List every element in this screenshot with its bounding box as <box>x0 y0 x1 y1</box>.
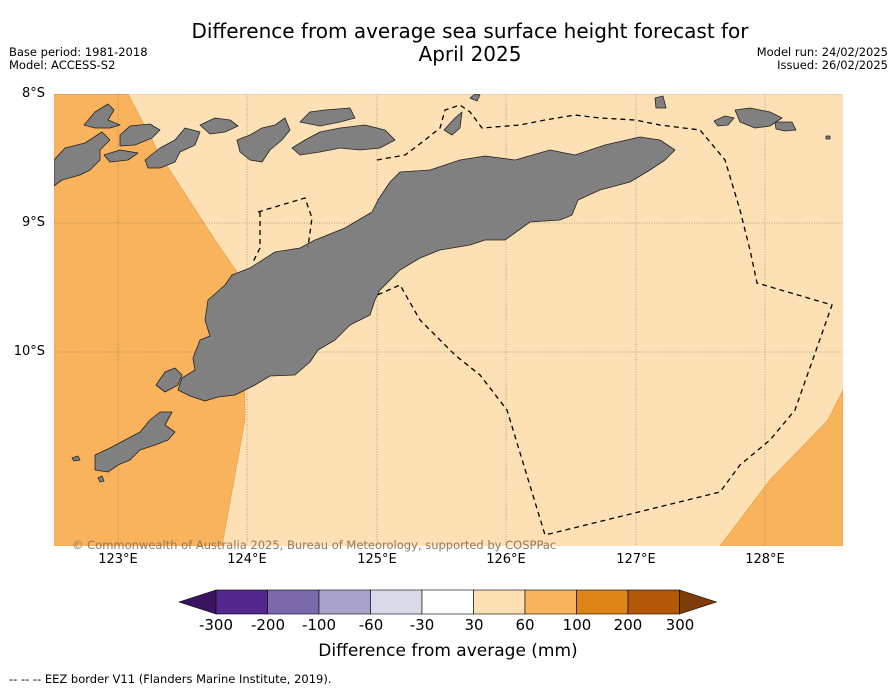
lon-label-127e: 127°E <box>616 552 656 567</box>
colorbar-tick: -30 <box>409 616 435 634</box>
lon-label-126e: 126°E <box>486 552 526 567</box>
alor-pantar-islands <box>54 131 111 187</box>
model-run-text: Model run: 24/02/2025 <box>756 45 888 59</box>
colorbar-label: Difference from average (mm) <box>318 641 578 661</box>
pantar-island <box>144 127 201 169</box>
colorbar-swatch <box>370 589 423 615</box>
dana-islet <box>97 475 105 483</box>
atauro-island <box>299 107 356 127</box>
copyright-text: © Commonwealth of Australia 2025, Bureau… <box>72 538 557 552</box>
lat-label-8s: 8°S <box>21 86 45 101</box>
colorbar-swatch <box>524 589 577 615</box>
colorbar-swatch <box>473 589 526 615</box>
lat-label-9s: 9°S <box>21 215 45 230</box>
eez-border-oecusse <box>257 197 313 248</box>
eez-legend-note: -- -- -- EEZ border V11 (Flanders Marine… <box>9 672 332 686</box>
map-title: Difference from average sea surface heig… <box>120 20 820 66</box>
semau-island <box>155 367 183 393</box>
eez-border-oecusse-2 <box>252 212 261 263</box>
flores-east-island <box>83 103 121 129</box>
ndao-island <box>71 455 81 462</box>
issued-text: Issued: 26/02/2025 <box>777 58 888 72</box>
ocean-anomaly-60-100-southeast <box>719 389 843 546</box>
lon-label-125e: 125°E <box>357 552 397 567</box>
title-line-2: April 2025 <box>418 42 522 66</box>
colorbar-tick: -60 <box>358 616 384 634</box>
colorbar-tick: 60 <box>515 616 535 634</box>
lomblen-island <box>119 123 161 147</box>
colorbar-tick: -100 <box>301 616 337 634</box>
colorbar-tick: -300 <box>198 616 234 634</box>
colorbar-swatch <box>421 589 474 615</box>
solor-island <box>103 149 139 163</box>
colorbar-tick: -200 <box>250 616 286 634</box>
title-line-1: Difference from average sea surface heig… <box>191 19 749 43</box>
model-text: Model: ACCESS-S2 <box>9 58 116 72</box>
islet-north-1 <box>469 94 481 102</box>
lat-label-10s: 10°S <box>13 344 45 359</box>
colorbar-tick: 200 <box>613 616 643 634</box>
wetar-island <box>291 124 396 156</box>
leti-island <box>654 95 667 109</box>
islet-north-2 <box>825 135 831 140</box>
rote-island <box>94 411 176 473</box>
alor-island <box>199 117 239 135</box>
lon-label-123e: 123°E <box>98 552 138 567</box>
moa-island <box>713 115 735 127</box>
colorbar-tick: 30 <box>464 616 484 634</box>
wetar-west-island <box>236 117 291 163</box>
colorbar-swatch <box>576 589 629 615</box>
lon-label-124e: 124°E <box>227 552 267 567</box>
lon-label-128e: 128°E <box>745 552 785 567</box>
colorbar-swatch <box>318 589 371 615</box>
meta-left: Base period: 1981-2018 Model: ACCESS-S2 <box>9 46 148 72</box>
colorbar-tick: 300 <box>665 616 695 634</box>
colorbar-tick: 100 <box>562 616 592 634</box>
colorbar <box>178 589 718 615</box>
eez-border-north <box>374 104 833 536</box>
meta-right: Model run: 24/02/2025 Issued: 26/02/2025 <box>757 46 888 72</box>
kisar-island <box>443 111 463 136</box>
sermata-island <box>774 121 797 132</box>
colorbar-swatch <box>215 589 268 615</box>
colorbar-extend-high <box>679 589 718 615</box>
colorbar-swatch <box>267 589 320 615</box>
base-period-text: Base period: 1981-2018 <box>9 45 148 59</box>
colorbar-swatch <box>627 589 680 615</box>
colorbar-extend-low <box>178 589 217 615</box>
timor-island <box>177 136 676 402</box>
